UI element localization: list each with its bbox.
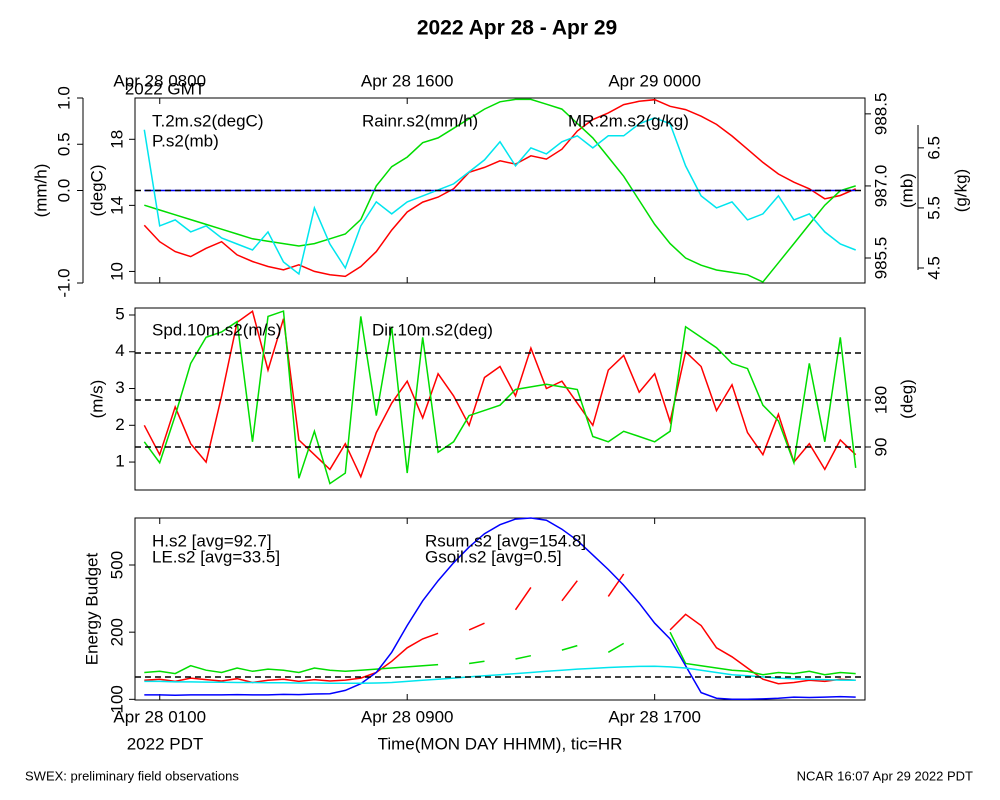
y-tick-label: 6.5 bbox=[924, 136, 943, 160]
legend-entry: H.s2 [avg=92.7] bbox=[152, 531, 272, 550]
footer: NCAR 16:07 Apr 29 2022 PDT bbox=[797, 768, 973, 783]
y-axis-label: Energy Budget bbox=[82, 552, 101, 665]
x-tick-label: Apr 28 1600 bbox=[361, 71, 454, 90]
y-tick-label: 0.0 bbox=[54, 179, 73, 203]
y-axis-label: (mm/h) bbox=[31, 164, 50, 218]
legend-entry: P.s2(mb) bbox=[152, 131, 219, 150]
y-tick-label: 1 bbox=[115, 452, 124, 471]
y-tick-label: 3 bbox=[115, 378, 124, 397]
data-line bbox=[144, 517, 856, 701]
y-axis-label: (m/s) bbox=[87, 380, 106, 419]
legend-entry: Rainr.s2(mm/h) bbox=[362, 111, 478, 130]
y-tick-label: 10 bbox=[107, 262, 126, 281]
data-line bbox=[144, 631, 856, 676]
data-line bbox=[144, 573, 856, 685]
y-axis-label: (g/kg) bbox=[951, 169, 970, 212]
y-tick-label: 180 bbox=[871, 386, 890, 414]
legend-entry: Gsoil.s2 [avg=0.5] bbox=[425, 547, 562, 566]
y-tick-label: 0.5 bbox=[54, 132, 73, 156]
footer: SWEX: preliminary field observations bbox=[25, 768, 239, 783]
legend-entry: Rsum.s2 [avg=154.8] bbox=[425, 531, 586, 550]
y-tick-label: 2 bbox=[115, 415, 124, 434]
x-tick-label: Apr 28 0900 bbox=[361, 707, 454, 726]
y-tick-label: 14 bbox=[107, 196, 126, 215]
y-axis-label: (degC) bbox=[87, 165, 106, 217]
y-axis-label: (mb) bbox=[897, 173, 916, 208]
data-line bbox=[143, 310, 857, 479]
data-line bbox=[143, 98, 856, 278]
x-tick-label: Apr 29 0000 bbox=[608, 71, 701, 90]
legend-entry: T.2m.s2(degC) bbox=[152, 111, 263, 130]
x-tick-label: Apr 28 0100 bbox=[113, 707, 206, 726]
y-tick-label: -1.0 bbox=[54, 268, 73, 297]
x-axis-label: Time(MON DAY HHMM), tic=HR bbox=[378, 734, 623, 753]
chart-title: 2022 Apr 28 - Apr 29 bbox=[417, 17, 617, 40]
legend-entry: MR.2m.s2(g/kg) bbox=[568, 111, 689, 130]
y-tick-label: 988.5 bbox=[871, 93, 890, 136]
y-tick-label: 5.5 bbox=[924, 196, 943, 220]
data-line bbox=[143, 116, 856, 276]
y-tick-label: 4.5 bbox=[924, 256, 943, 280]
y-tick-label: 987.0 bbox=[871, 165, 890, 208]
y-tick-label: 5 bbox=[115, 304, 124, 323]
x-note: 2022 GMT bbox=[125, 79, 205, 98]
y-tick-label: 4 bbox=[115, 341, 124, 360]
x-tick-label: Apr 28 0800 bbox=[113, 71, 206, 90]
legend-entry: LE.s2 [avg=33.5] bbox=[152, 547, 280, 566]
y-tick-label: 18 bbox=[107, 130, 126, 149]
y-tick-label: 500 bbox=[107, 551, 126, 579]
y-tick-label: 985.5 bbox=[871, 237, 890, 280]
y-tick-label: 90 bbox=[871, 438, 890, 457]
legend-entry: Spd.10m.s2(m/s) bbox=[152, 320, 281, 339]
data-line bbox=[144, 665, 856, 684]
legend-entry: Dir.10m.s2(deg) bbox=[372, 320, 493, 339]
x-note: 2022 PDT bbox=[127, 734, 204, 753]
data-line bbox=[144, 98, 856, 283]
y-tick-label: 100 bbox=[107, 685, 126, 713]
y-tick-label: 1.0 bbox=[54, 86, 73, 110]
data-line bbox=[143, 310, 857, 485]
y-tick-label: 200 bbox=[107, 618, 126, 646]
x-tick-label: Apr 28 1700 bbox=[608, 707, 701, 726]
y-axis-label: (deg) bbox=[897, 379, 916, 419]
